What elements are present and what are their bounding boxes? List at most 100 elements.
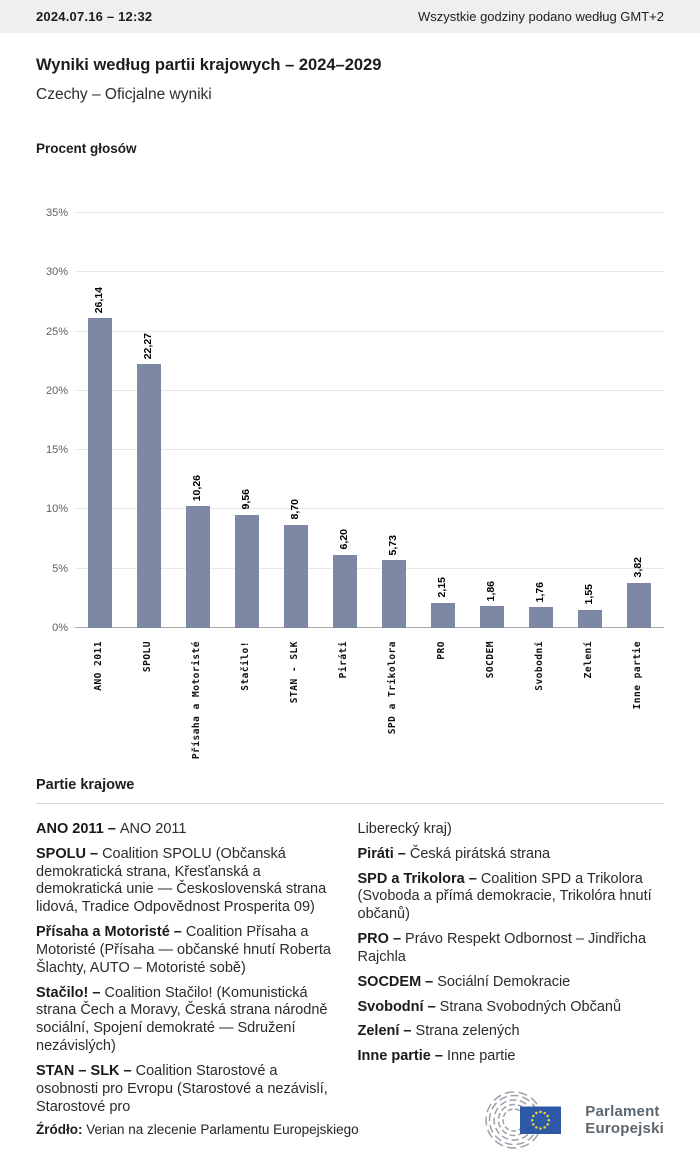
party-abbreviation: Piráti – xyxy=(357,845,410,862)
bar[interactable] xyxy=(332,554,357,628)
category-slot: Stačilo! xyxy=(222,628,271,768)
party-definition: SOCDEM – Sociální Demokracie xyxy=(358,974,665,992)
definitions-right-column: Liberecký kraj) Piráti – Česká pirátská s… xyxy=(358,821,665,1123)
bar[interactable] xyxy=(529,607,554,628)
gridline xyxy=(75,627,664,628)
parliament-hemicycle-icon xyxy=(485,1091,562,1149)
y-axis-tick-label: 30% xyxy=(45,266,68,279)
page-title: Wyniki według partii krajowych – 2024–20… xyxy=(36,56,382,74)
category-slot: STAN - SLK xyxy=(271,628,320,768)
bar-slot: 9,56 xyxy=(222,213,271,628)
party-abbreviation: Stačilo! – xyxy=(36,984,105,1001)
bar-value-label: 10,26 xyxy=(190,475,203,502)
gridline xyxy=(75,567,664,569)
section-divider xyxy=(36,803,664,804)
main-content: Wyniki według partii krajowych – 2024–20… xyxy=(0,56,700,1123)
party-full-name: Coalition SPOLU (Občanská demokratická s… xyxy=(36,845,327,916)
bar-slot: 10,26 xyxy=(173,213,222,628)
category-label: SOCDEM xyxy=(485,641,497,679)
eu-flag-stars xyxy=(531,1110,551,1130)
bar-value-label: 3,82 xyxy=(632,557,645,578)
category-label: Zelení xyxy=(583,641,595,679)
bar[interactable] xyxy=(382,560,406,628)
gridline xyxy=(75,212,664,213)
category-label: ANO 2011 xyxy=(92,641,104,691)
bar-slot: 5,73 xyxy=(369,213,418,628)
chart-title: Procent głosów xyxy=(36,141,137,156)
source-line: Źródło: Verian na zlecenie Parlamentu Eu… xyxy=(36,1122,359,1137)
party-abbreviation: ANO 2011 – xyxy=(36,821,120,837)
bar-value-label: 26,14 xyxy=(92,286,105,314)
category-label: SPD a Trikolora xyxy=(387,641,398,735)
party-definition: Zelení – Strana zelených xyxy=(358,1023,665,1041)
party-full-name: Právo Respekt Odbornost – Jindřicha Rajc… xyxy=(357,931,647,965)
bar-value-label: 5,73 xyxy=(387,534,399,556)
bar-slot: 3,82 xyxy=(615,213,664,628)
category-label: Přísaha a Motoristé xyxy=(190,641,202,760)
gridline xyxy=(75,271,664,273)
parties-section-heading: Partie krajowe xyxy=(36,777,135,793)
party-full-name: Česká pirátská strana xyxy=(409,845,551,862)
party-abbreviation: Svobodní – xyxy=(357,998,440,1015)
gridline xyxy=(75,389,664,391)
page-footer: Źródło: Verian na zlecenie Parlamentu Eu… xyxy=(0,1091,700,1149)
party-full-name: Coalition Přísaha a Motoristé (Přísaha —… xyxy=(36,924,331,976)
gridline xyxy=(75,330,664,332)
timezone-note: Wszystkie godziny podano według GMT+2 xyxy=(417,9,664,24)
bars-row: 26,14 22,27 10,26 9,56 8,70 6,20 5,73 2,15 1,86 1… xyxy=(75,213,664,628)
y-axis-tick-label: 25% xyxy=(45,325,68,338)
bar[interactable] xyxy=(136,363,161,628)
bar-slot: 1,86 xyxy=(468,213,517,628)
party-full-name: Coalition Stačilo! (Komunistická strana … xyxy=(36,984,328,1055)
category-label: Inne partie xyxy=(632,641,644,710)
page-subtitle: Czechy – Oficjalne wyniki xyxy=(36,86,212,103)
definitions-left-column: ANO 2011 – ANO 2011 SPOLU – Coalition SPO… xyxy=(36,821,343,1123)
bar-slot: 1,76 xyxy=(517,213,566,628)
bar-slot: 1,55 xyxy=(566,213,615,628)
bar[interactable] xyxy=(480,605,505,628)
bar[interactable] xyxy=(578,609,603,628)
party-abbreviation: SPD a Trikolora – xyxy=(357,870,481,887)
party-definition: Liberecký kraj) xyxy=(358,821,665,839)
party-abbreviation: STAN – SLK – xyxy=(36,1062,136,1079)
category-label: Piráti xyxy=(337,641,349,679)
bar-value-label: 1,86 xyxy=(485,580,498,601)
y-axis-tick-label: 0% xyxy=(52,622,68,634)
category-slot: PRO xyxy=(419,628,468,768)
category-slot: Inne partie xyxy=(615,628,664,768)
party-definition: STAN – SLK – Coalition Starostové a osob… xyxy=(36,1063,343,1116)
category-slot: Zelení xyxy=(566,628,615,768)
y-axis-tick-label: 20% xyxy=(45,384,68,397)
bar[interactable] xyxy=(627,582,652,628)
bar-slot: 26,14 xyxy=(75,213,124,628)
party-full-name: ANO 2011 xyxy=(119,821,187,837)
party-definition: ANO 2011 – ANO 2011 xyxy=(36,821,343,839)
gridline xyxy=(75,449,664,451)
party-definition: SPOLU – Coalition SPOLU (Občanská demokr… xyxy=(36,846,343,917)
category-slot: Přísaha a Motoristé xyxy=(173,628,222,768)
y-axis-tick-label: 35% xyxy=(45,207,68,219)
party-abbreviation: PRO – xyxy=(357,931,406,948)
party-definition: PRO – Právo Respekt Odbornost – Jindřich… xyxy=(358,931,665,967)
logo-wordmark: Parlament Europejski xyxy=(585,1102,664,1137)
party-definition: Přísaha a Motoristé – Coalition Přísaha … xyxy=(36,924,343,977)
party-abbreviation: SPOLU – xyxy=(36,845,103,862)
y-axis-tick-label: 5% xyxy=(52,562,68,575)
source-text: Verian na zlecenie Parlamentu Europejski… xyxy=(86,1122,359,1137)
plot-area: 0% 5% 10% 15% 20% 25% 30% 35% 26,14 22,27 10,26 9,5… xyxy=(46,207,664,634)
category-label: STAN - SLK xyxy=(288,641,300,704)
party-full-name: Strana zelených xyxy=(415,1023,520,1040)
bar-value-label: 9,56 xyxy=(239,489,252,510)
party-abbreviation: Přísaha a Motoristé – xyxy=(36,924,186,941)
bar[interactable] xyxy=(87,318,112,628)
party-definition: Piráti – Česká pirátská strana xyxy=(358,846,665,864)
bar[interactable] xyxy=(431,602,456,628)
bar[interactable] xyxy=(185,506,210,628)
european-parliament-logo: Parlament Europejski xyxy=(474,1091,664,1149)
category-label: PRO xyxy=(436,641,448,660)
party-abbreviation: SOCDEM – xyxy=(357,973,438,990)
eu-flag xyxy=(520,1106,562,1134)
bar-slot: 8,70 xyxy=(271,213,320,628)
bar[interactable] xyxy=(234,514,259,628)
bar[interactable] xyxy=(283,524,308,628)
